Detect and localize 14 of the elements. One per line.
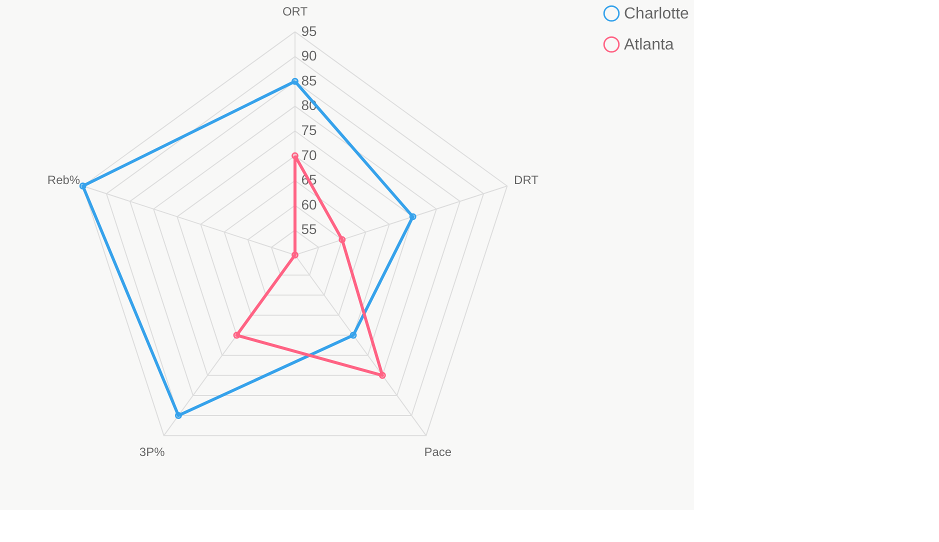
spoke-label: Pace	[424, 444, 452, 459]
y-tick-label: 55	[301, 221, 317, 238]
spoke-label: ORT	[282, 4, 308, 19]
spoke-label: 3P%	[139, 444, 166, 459]
y-tick-label: 60	[301, 196, 317, 212]
y-tick-label: 75	[301, 122, 317, 138]
legend-label: Charlotte	[624, 6, 690, 22]
y-tick-label: 90	[301, 48, 317, 64]
y-tick-label: 95	[301, 22, 317, 39]
spoke-label: Reb%	[47, 172, 80, 187]
spoke-label: DRT	[514, 172, 540, 187]
y-tick-label: 70	[301, 146, 317, 163]
legend-label: Atlanta	[624, 36, 674, 54]
y-tick-label: 85	[301, 72, 317, 88]
